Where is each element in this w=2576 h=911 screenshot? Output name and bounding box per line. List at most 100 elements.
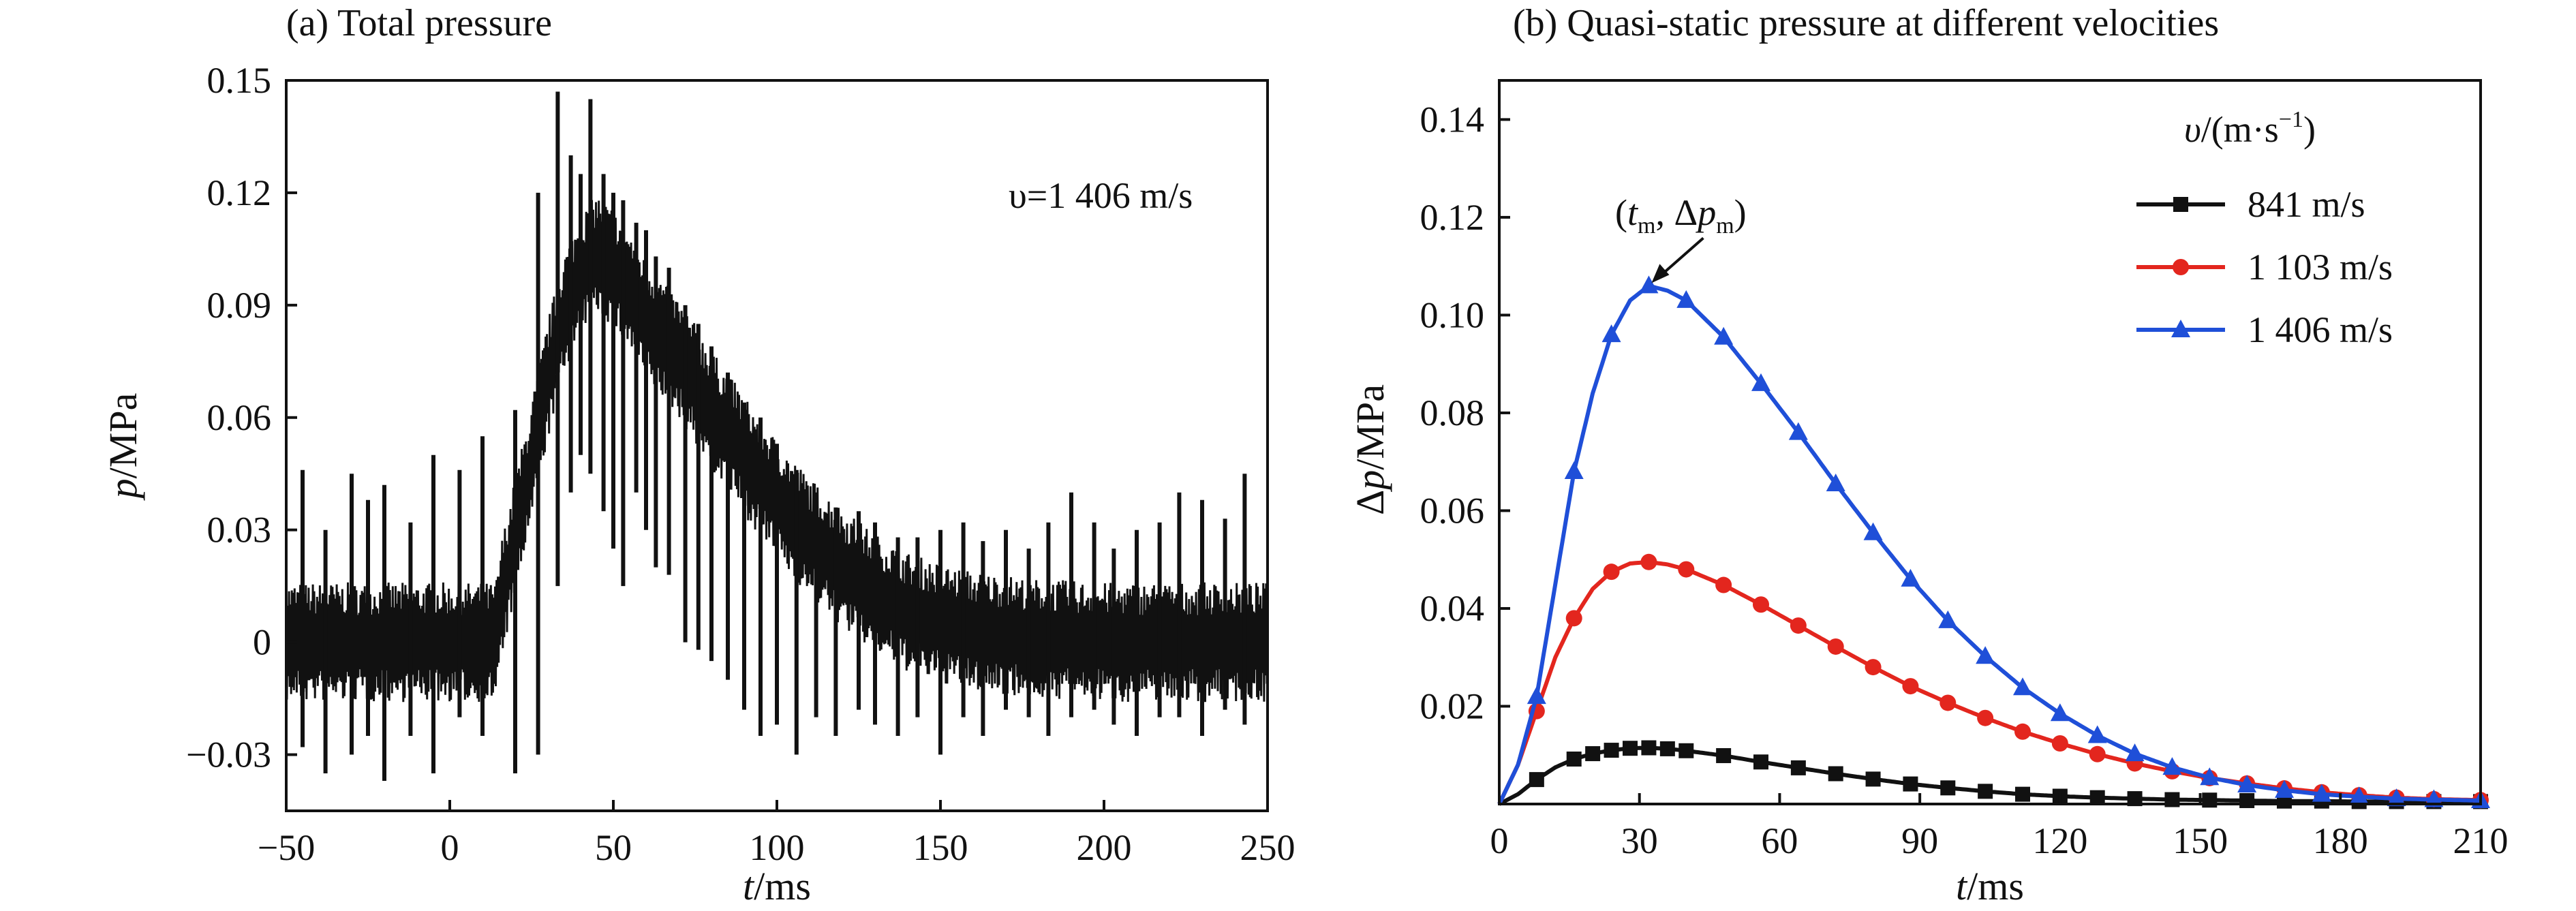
panel-a-x-tick-label: 0 [441, 827, 459, 868]
series-1406-point [1976, 646, 1995, 664]
series-841-point [1716, 747, 1732, 763]
series-1406-point [2162, 757, 2182, 775]
legend-title-unit: /(m·s [2201, 109, 2279, 150]
panel-a-x-tick-label: 200 [1077, 827, 1132, 868]
panel-b-x-tick-label: 30 [1621, 820, 1658, 861]
peak-annot-sep: , Δ [1655, 192, 1698, 233]
panel-b-x-tick-label: 90 [1901, 820, 1938, 861]
panel-a-x-axis-var: t [743, 864, 755, 908]
panel-a-x-tick-label: 100 [750, 827, 805, 868]
panel-b-y-tick-label: 0.04 [1420, 588, 1485, 629]
panel-a-ticks: −50 0 50 100 150 200 250 −0.03 0 0.03 0.06 0.09 0.12… [186, 60, 1295, 868]
panel-a-y-axis-unit: /MPa [101, 393, 145, 479]
series-841-point [1641, 740, 1657, 756]
panel-a-y-tick-label: 0 [253, 622, 271, 663]
series-1406-point [2125, 743, 2145, 762]
series-841-point [1604, 743, 1619, 758]
peak-annot-p-sub: m [1716, 213, 1734, 238]
panel-b-x-axis-var: t [1956, 864, 1968, 908]
peak-annotation-label: (tm, Δpm) [1615, 192, 1747, 238]
series-1103-point [1865, 659, 1882, 676]
series-1103-point [1753, 596, 1769, 613]
series-841-point [1585, 746, 1601, 762]
panel-b-quasi-static-pressure: (b) Quasi-static pressure at different v… [1348, 2, 2509, 908]
series-841-point [1529, 772, 1544, 788]
panel-a-x-axis-label: t/ms [743, 864, 811, 908]
panel-a-y-tick-label: 0.03 [207, 510, 272, 551]
panel-b-y-tick-label: 0.14 [1420, 99, 1485, 140]
series-1103-point [1939, 694, 1957, 711]
peak-annot-close: ) [1734, 192, 1747, 233]
panel-a-y-axis-var: p [101, 478, 145, 501]
series-1406-point [1901, 568, 1920, 587]
peak-annotation-arrowhead [1651, 264, 1670, 283]
panel-a-marks [285, 91, 1269, 782]
panel-b-title: (b) Quasi-static pressure at different v… [1513, 2, 2219, 44]
series-1406-point [1676, 290, 1696, 308]
series-1406-point [1751, 373, 1770, 391]
panel-b-x-tick-label: 150 [2173, 820, 2228, 861]
legend-title-close: ) [2303, 109, 2316, 150]
panel-b-legend: υ/(m·s−1) 841 m/s 1 103 m/s 1 406 m/s [2136, 107, 2393, 350]
series-1406-point [2013, 677, 2032, 696]
peak-annotation: (tm, Δpm) [1615, 192, 1747, 283]
series-1406-point [1639, 275, 1659, 294]
panel-a-y-tick-label: 0.12 [207, 172, 272, 213]
series-1406-point [1714, 326, 1734, 345]
series-1103-point [2051, 735, 2068, 752]
peak-annot-t-sub: m [1638, 213, 1655, 238]
panel-b-y-axis-var: p [1348, 470, 1392, 493]
series-1103-point [1790, 617, 1807, 634]
series-841-point [1903, 776, 1918, 792]
panel-a-x-tick-label: −50 [258, 827, 315, 868]
series-1406-point [2349, 786, 2369, 805]
series-1103-point [1678, 561, 1695, 578]
legend-title-exponent: −1 [2279, 107, 2303, 132]
series-1406-point [1788, 422, 1808, 440]
series-1103-point [2014, 723, 2031, 740]
panel-a-x-tick-label: 50 [595, 827, 632, 868]
series-841-point [1865, 771, 1881, 787]
series-1406-point [2237, 775, 2257, 793]
series-841-point [1566, 751, 1582, 767]
series-1406-point [1863, 522, 1883, 540]
panel-b-y-tick-label: 0.08 [1420, 392, 1485, 433]
series-1406-point [1826, 473, 1845, 491]
panel-b-y-axis-unit: /MPa [1348, 384, 1392, 470]
panel-b-plot-frame [1498, 79, 2482, 805]
panel-a-y-tick-label: 0.06 [207, 397, 272, 438]
series-841-point [1828, 766, 1843, 782]
series-841-point [2015, 786, 2030, 802]
series-1406-point [2200, 767, 2220, 786]
series-1406-point [2087, 725, 2107, 743]
legend-title-var: υ [2184, 109, 2201, 150]
panel-a-x-axis-unit: /ms [754, 864, 811, 908]
panel-b-x-tick-label: 180 [2313, 820, 2368, 861]
series-1406-point [2387, 788, 2406, 807]
series-841-point [2239, 792, 2255, 808]
series-1103-point [2089, 745, 2106, 762]
series-1103-line [1497, 559, 2481, 805]
series-1406-point [2050, 703, 2070, 722]
panel-a-x-tick-label: 250 [1240, 827, 1295, 868]
panel-a-y-tick-label: −0.03 [186, 735, 271, 775]
panel-b-x-tick-label: 60 [1761, 820, 1798, 861]
series-1406-point [2275, 779, 2294, 798]
panel-b-x-axis-unit: /ms [1967, 864, 2024, 908]
series-1406-line [1497, 283, 2481, 805]
panel-a-y-tick-label: 0.09 [207, 285, 272, 326]
peak-annot-p: p [1695, 192, 1716, 233]
series-1406-point [1564, 461, 1584, 480]
legend-series-841-marker [2173, 197, 2188, 212]
panel-a-velocity-annotation: υ=1 406 m/s [1009, 175, 1193, 216]
series-1103-point [1977, 709, 1994, 726]
panel-a-y-axis-label: p/MPa [101, 393, 145, 501]
panel-a-total-pressure: (a) Total pressure −50 0 50 100 150 200 250 −0.… [101, 2, 1295, 908]
legend-title: υ/(m·s−1) [2184, 107, 2316, 150]
panel-a-title: (a) Total pressure [286, 2, 552, 44]
series-1103-point [1715, 576, 1732, 593]
series-1406-point [1601, 324, 1621, 343]
series-841-point [1940, 780, 1956, 796]
series-841-point [1753, 754, 1768, 770]
